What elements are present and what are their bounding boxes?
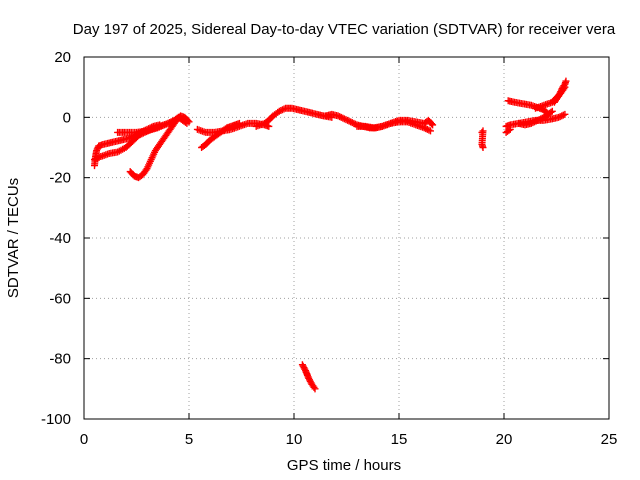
- y-tick-label: -20: [49, 170, 71, 187]
- data-point: [92, 155, 100, 163]
- data-point: [537, 115, 545, 123]
- data-point: [345, 117, 353, 125]
- axis-ticks: 0 5 10 15 20 25 -100 -80 -60 -40 -20 0 20: [41, 49, 617, 448]
- data-point: [95, 153, 103, 161]
- data-point: [184, 117, 192, 125]
- data-point: [556, 113, 564, 121]
- x-axis-label: GPS time / hours: [287, 457, 401, 474]
- data-point: [428, 120, 436, 128]
- x-tick-label: 25: [601, 431, 618, 448]
- y-axis-label: SDTVAR / TECUs: [5, 178, 22, 298]
- data-point: [532, 117, 540, 125]
- data-point: [555, 113, 563, 121]
- data-point: [559, 111, 567, 119]
- y-tick-label: -40: [49, 230, 71, 247]
- x-tick-label: 15: [391, 431, 408, 448]
- data-point: [561, 110, 569, 118]
- data-point: [479, 144, 487, 151]
- data-point: [534, 116, 542, 124]
- data-point: [562, 77, 570, 85]
- data-point: [166, 119, 174, 127]
- series-arc-6: [198, 119, 243, 151]
- y-tick-label: -60: [49, 290, 71, 307]
- y-tick-label: -100: [41, 411, 71, 428]
- series-arc-9: [353, 116, 437, 132]
- series-arc-17: [550, 77, 570, 106]
- data-point: [535, 116, 543, 124]
- data-point: [558, 112, 566, 120]
- y-tick-label: 0: [63, 109, 71, 126]
- series-arc-15: [515, 107, 556, 129]
- chart-title: Day 197 of 2025, Sidereal Day-to-day VTE…: [73, 21, 616, 38]
- x-tick-label: 5: [185, 431, 193, 448]
- data-point: [278, 106, 286, 114]
- data-marks: [91, 77, 570, 393]
- data-point: [529, 119, 537, 127]
- data-point: [185, 118, 193, 126]
- data-point: [548, 107, 556, 115]
- series-arc-3: [114, 113, 191, 136]
- series-arc-11: [478, 127, 487, 151]
- x-tick-label: 20: [496, 431, 513, 448]
- data-point: [277, 107, 285, 115]
- data-point: [280, 105, 288, 113]
- data-point: [336, 113, 344, 121]
- series-arc-13: [502, 125, 514, 136]
- data-point: [348, 119, 356, 127]
- data-point: [505, 126, 513, 134]
- data-point: [342, 116, 350, 124]
- data-point: [339, 114, 347, 122]
- data-point: [265, 122, 273, 130]
- data-point: [547, 108, 555, 116]
- data-point: [347, 118, 355, 126]
- data-point: [91, 156, 98, 164]
- x-tick-label: 10: [286, 431, 303, 448]
- data-point: [310, 383, 318, 391]
- data-point: [164, 119, 172, 127]
- data-point: [311, 385, 319, 393]
- data-point: [527, 119, 535, 127]
- y-tick-label: -80: [49, 351, 71, 368]
- data-point: [334, 112, 342, 120]
- data-point: [124, 134, 132, 142]
- data-point: [422, 125, 430, 133]
- series-arc-10: [298, 361, 319, 393]
- data-point: [235, 119, 243, 127]
- plot-frame: [83, 56, 610, 420]
- data-point: [344, 116, 352, 124]
- series-arc-4: [126, 112, 193, 182]
- data-point: [94, 154, 102, 162]
- data-point: [530, 118, 538, 126]
- data-point: [429, 121, 437, 129]
- data-point: [275, 107, 283, 115]
- data-point: [423, 125, 431, 133]
- data-point: [425, 126, 433, 134]
- data-point: [427, 127, 434, 135]
- data-point: [337, 113, 345, 121]
- data-point: [340, 115, 348, 123]
- y-tick-label: 20: [54, 49, 71, 66]
- x-tick-label: 0: [80, 431, 88, 448]
- grid: [84, 57, 609, 419]
- data-point: [506, 125, 514, 133]
